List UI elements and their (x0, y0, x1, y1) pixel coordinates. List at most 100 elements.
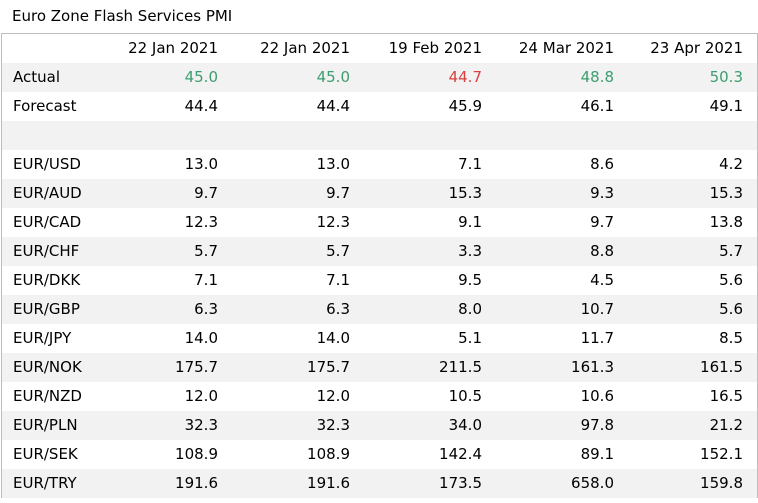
table-cell: 191.6 (175, 474, 218, 492)
row-label: EUR/CHF (13, 242, 80, 260)
column-header: 19 Feb 2021 (388, 39, 482, 57)
table-cell: 48.8 (580, 68, 614, 86)
table-cell: 6.3 (194, 300, 218, 318)
header-corner (2, 34, 84, 63)
row-label: EUR/JPY (13, 329, 72, 347)
row-label: Actual (13, 68, 60, 86)
table-row: EUR/NOK 175.7 175.7 211.5 161.3 161.5 (2, 353, 757, 382)
table-cell: 173.5 (439, 474, 482, 492)
table-cell: 142.4 (439, 445, 482, 463)
row-label: EUR/DKK (13, 271, 81, 289)
table-cell: 8.0 (458, 300, 482, 318)
table-cell: 8.5 (719, 329, 743, 347)
table-row: EUR/SEK 108.9 108.9 142.4 89.1 152.1 (2, 440, 757, 469)
table-row: EUR/NZD 12.0 12.0 10.5 10.6 16.5 (2, 382, 757, 411)
row-label: EUR/GBP (13, 300, 80, 318)
row-label: EUR/NOK (13, 358, 82, 376)
row-label: EUR/TRY (13, 474, 77, 492)
table-cell: 12.0 (184, 387, 218, 405)
table-cell: 13.0 (184, 155, 218, 173)
table-cell: 13.8 (709, 213, 743, 231)
row-label: EUR/NZD (13, 387, 82, 405)
table-cell: 15.3 (709, 184, 743, 202)
table-cell: 34.0 (448, 416, 482, 434)
column-header: 23 Apr 2021 (650, 39, 743, 57)
table-cell: 12.0 (316, 387, 350, 405)
table-cell: 5.7 (719, 242, 743, 260)
row-label: Forecast (13, 97, 77, 115)
table-row: EUR/USD 13.0 13.0 7.1 8.6 4.2 (2, 150, 757, 179)
table-cell: 16.5 (709, 387, 743, 405)
table-cell: 4.5 (590, 271, 614, 289)
page-title: Euro Zone Flash Services PMI (12, 7, 233, 25)
table-cell: 8.6 (590, 155, 614, 173)
data-table: 22 Jan 2021 22 Jan 2021 19 Feb 2021 24 M… (1, 33, 758, 498)
table-cell: 4.2 (719, 155, 743, 173)
table-cell: 45.0 (184, 68, 218, 86)
table-cell: 32.3 (316, 416, 350, 434)
table-cell: 3.3 (458, 242, 482, 260)
table-cell: 7.1 (194, 271, 218, 289)
table-cell: 15.3 (448, 184, 482, 202)
table-cell: 9.7 (590, 213, 614, 231)
table-cell: 9.3 (590, 184, 614, 202)
table-cell: 211.5 (439, 358, 482, 376)
table-row: EUR/TRY 191.6 191.6 173.5 658.0 159.8 (2, 469, 757, 498)
table-cell: 9.7 (194, 184, 218, 202)
table-cell: 5.6 (719, 271, 743, 289)
table-cell: 5.1 (458, 329, 482, 347)
row-label: EUR/USD (13, 155, 81, 173)
row-label: EUR/PLN (13, 416, 78, 434)
table-row: EUR/PLN 32.3 32.3 34.0 97.8 21.2 (2, 411, 757, 440)
table-cell: 5.7 (326, 242, 350, 260)
spacer-row (2, 121, 757, 150)
table-cell: 49.1 (709, 97, 743, 115)
table-row: EUR/DKK 7.1 7.1 9.5 4.5 5.6 (2, 266, 757, 295)
row-label: EUR/AUD (13, 184, 82, 202)
table-cell: 152.1 (700, 445, 743, 463)
table-cell: 11.7 (580, 329, 614, 347)
table-cell: 44.4 (184, 97, 218, 115)
table-row: EUR/CAD 12.3 12.3 9.1 9.7 13.8 (2, 208, 757, 237)
table-cell: 13.0 (316, 155, 350, 173)
table-cell: 8.8 (590, 242, 614, 260)
table-row: EUR/JPY 14.0 14.0 5.1 11.7 8.5 (2, 324, 757, 353)
forecast-row: Forecast 44.4 44.4 45.9 46.1 49.1 (2, 92, 757, 121)
table-cell: 50.3 (709, 68, 743, 86)
table-cell: 9.1 (458, 213, 482, 231)
table-cell: 7.1 (458, 155, 482, 173)
table-cell: 5.7 (194, 242, 218, 260)
row-label: EUR/CAD (13, 213, 82, 231)
column-header: 22 Jan 2021 (128, 39, 218, 57)
table-row: EUR/GBP 6.3 6.3 8.0 10.7 5.6 (2, 295, 757, 324)
table-cell: 5.6 (719, 300, 743, 318)
table-cell: 175.7 (175, 358, 218, 376)
table-cell: 10.7 (580, 300, 614, 318)
table-cell: 6.3 (326, 300, 350, 318)
table-cell: 108.9 (307, 445, 350, 463)
table-cell: 161.5 (700, 358, 743, 376)
table-cell: 658.0 (571, 474, 614, 492)
table-cell: 9.7 (326, 184, 350, 202)
column-header: 24 Mar 2021 (518, 39, 614, 57)
header-row: 22 Jan 2021 22 Jan 2021 19 Feb 2021 24 M… (2, 34, 757, 63)
table-row: EUR/AUD 9.7 9.7 15.3 9.3 15.3 (2, 179, 757, 208)
table-cell: 12.3 (184, 213, 218, 231)
table-row: EUR/CHF 5.7 5.7 3.3 8.8 5.7 (2, 237, 757, 266)
table-cell: 108.9 (175, 445, 218, 463)
column-header: 22 Jan 2021 (260, 39, 350, 57)
table-cell: 45.9 (448, 97, 482, 115)
table-cell: 12.3 (316, 213, 350, 231)
table-cell: 21.2 (709, 416, 743, 434)
table-cell: 10.6 (580, 387, 614, 405)
table-cell: 97.8 (580, 416, 614, 434)
table-cell: 89.1 (580, 445, 614, 463)
table-cell: 175.7 (307, 358, 350, 376)
table-cell: 161.3 (571, 358, 614, 376)
table-cell: 9.5 (458, 271, 482, 289)
table-cell: 44.7 (448, 68, 482, 86)
table-cell: 32.3 (184, 416, 218, 434)
table-cell: 44.4 (316, 97, 350, 115)
table-cell: 159.8 (700, 474, 743, 492)
actual-row: Actual 45.0 45.0 44.7 48.8 50.3 (2, 63, 757, 92)
